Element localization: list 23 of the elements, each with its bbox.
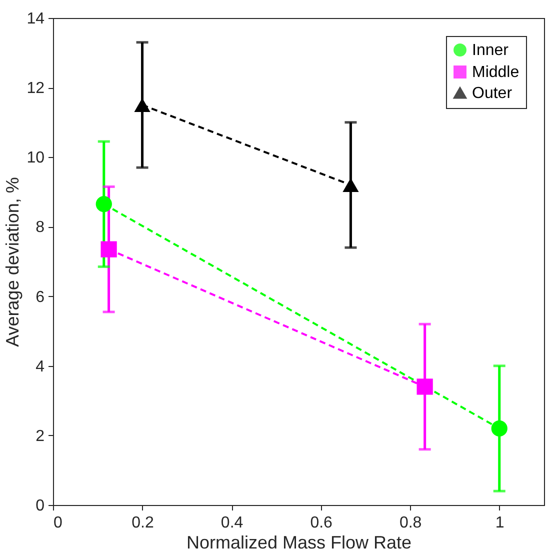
point bbox=[416, 378, 433, 395]
x-tick-label: 0 bbox=[54, 514, 62, 532]
legend-label: Inner bbox=[472, 42, 510, 59]
x-tick-label: 0.2 bbox=[132, 514, 154, 532]
y-axis-title: Average deviation, % bbox=[2, 177, 23, 347]
y-tick-label: 8 bbox=[36, 219, 45, 236]
y-tick-label: 12 bbox=[26, 80, 45, 98]
point bbox=[100, 241, 117, 258]
y-tick-label: 14 bbox=[26, 10, 45, 28]
y-tick-label: 6 bbox=[36, 288, 45, 306]
y-tick-label: 0 bbox=[36, 498, 45, 514]
x-axis-title: Normalized Mass Flow Rate bbox=[186, 532, 412, 552]
x-tick-label: 0.8 bbox=[399, 514, 422, 532]
legend-label: Outer bbox=[472, 85, 513, 102]
y-tick-label: 4 bbox=[36, 358, 45, 376]
x-tick-label: 0.6 bbox=[310, 514, 333, 532]
point bbox=[491, 420, 508, 437]
y-tick-label: 10 bbox=[26, 150, 45, 167]
legend-label: Middle bbox=[472, 64, 520, 81]
x-tick-label: 1 bbox=[495, 514, 504, 532]
y-tick-label: 2 bbox=[36, 428, 45, 445]
point bbox=[96, 196, 112, 212]
x-tick-label: 0.4 bbox=[220, 514, 244, 532]
